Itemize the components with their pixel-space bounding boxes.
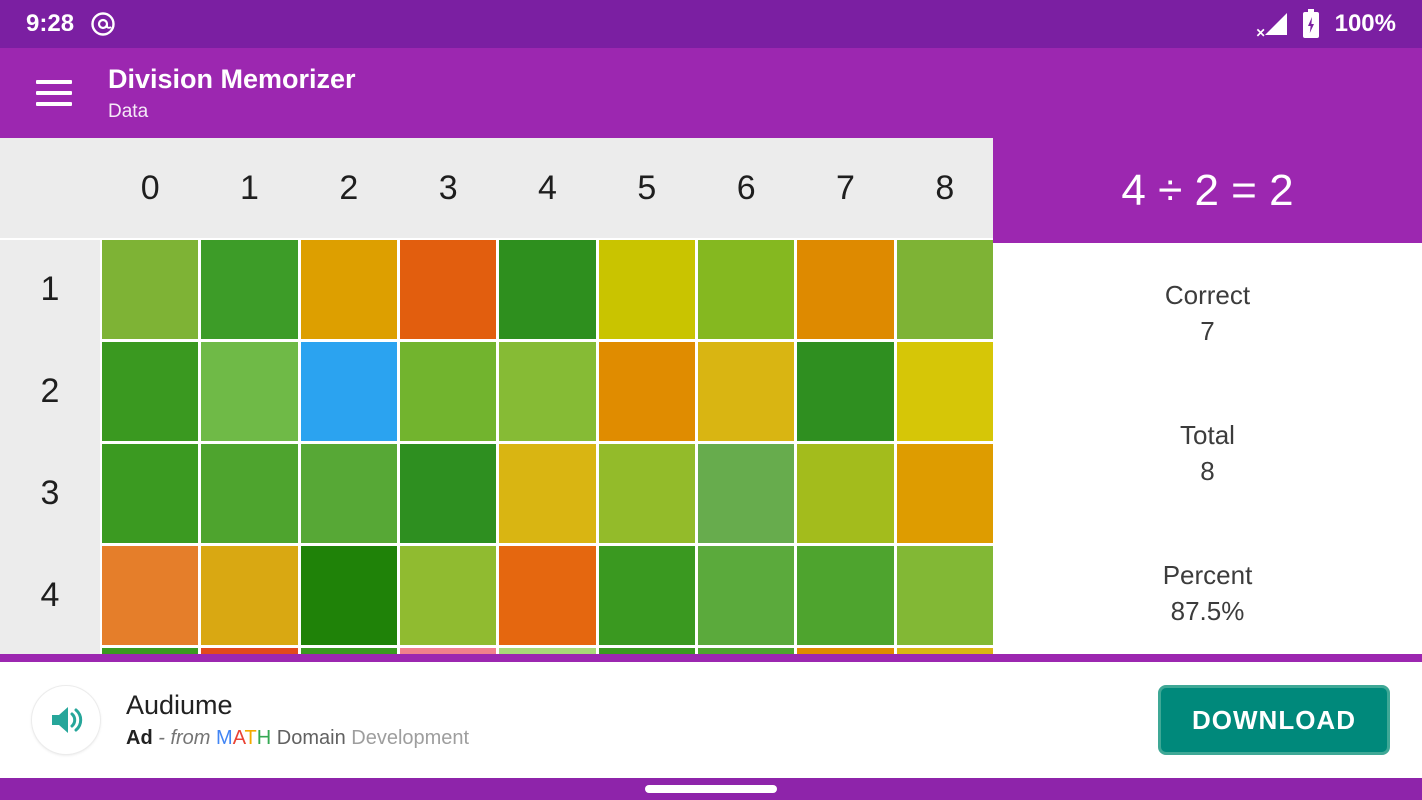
grid-cell[interactable] [698,240,795,339]
ad-brand-letter: M [216,727,233,749]
column-header-background [0,138,993,238]
grid-cell[interactable] [797,444,894,543]
grid-cell[interactable] [102,546,199,645]
ad-description: Ad - from MATH Domain Development [126,727,469,750]
grid-row-headers: 1 2 3 4 [0,240,100,645]
grid-cell[interactable] [201,342,298,441]
grid-cell[interactable] [698,444,795,543]
stats-list: Correct 7 Total 8 Percent 87.5% [993,243,1422,697]
app-bar: Division Memorizer Data [0,48,1422,138]
ad-app-icon[interactable] [32,686,100,754]
grid-col-headers: 0 1 2 3 4 5 6 7 8 [102,138,993,238]
equation-display: 4 ÷ 2 = 2 [993,138,1422,243]
result-panel: 4 ÷ 2 = 2 Correct 7 Total 8 Percent 87.5% [993,138,1422,654]
ad-tag: Ad [126,727,153,749]
grid-col-header: 3 [438,168,458,207]
stat-block: Percent 87.5% [1163,557,1253,629]
ad-from-text: - from [152,727,217,749]
grid-cell[interactable] [400,444,497,543]
navigation-bar [0,778,1422,800]
ad-brand-suffix2: Development [351,727,470,749]
grid-cell[interactable] [201,444,298,543]
grid-col-header: 5 [637,168,657,207]
ad-top-strip [0,654,1422,662]
stat-label: Percent [1162,560,1253,590]
no-internet-signal-icon: ✕ [1255,11,1287,40]
ad-brand: MATH [216,727,271,749]
battery-charging-icon [1302,9,1319,38]
grid-cell[interactable] [598,342,695,441]
grid-cell[interactable] [499,546,596,645]
stat-block: Correct 7 [1165,277,1250,349]
grid-cell[interactable] [598,444,695,543]
grid-cell[interactable] [896,240,993,339]
stat-block: Total 8 [1180,417,1235,489]
ad-brand-letter: A [232,727,245,749]
speaker-icon [52,707,83,733]
grid-cell[interactable] [300,444,397,543]
grid-row-header: 3 [40,474,60,512]
grid-cell[interactable] [896,444,993,543]
grid-cell[interactable] [698,546,795,645]
grid-row-header: 4 [40,576,60,614]
grid-col-header: 6 [736,168,756,207]
stat-value: 87.5% [1170,596,1245,626]
grid-col-header: 1 [240,168,259,207]
grid-cell[interactable] [400,240,497,339]
grid-row-header: 1 [40,270,60,308]
status-bar: 9:28 ✕ 100% [0,0,1422,48]
notification-icon [91,12,115,36]
grid-cell[interactable] [201,546,298,645]
gesture-handle[interactable] [645,785,777,793]
grid-row-header: 2 [40,372,60,410]
grid-col-header: 8 [935,168,955,207]
ad-banner[interactable]: Audiume Ad - from MATH Domain Developmen… [0,662,1422,778]
grid-cell[interactable] [797,342,894,441]
grid-cell[interactable] [102,240,199,339]
ad-brand-letter: T [244,727,257,749]
grid-cell[interactable] [797,546,894,645]
stat-value: 8 [1200,456,1215,486]
grid-cell[interactable] [499,444,596,543]
grid-cell[interactable] [300,546,397,645]
grid-col-header: 0 [140,168,160,207]
download-button[interactable]: DOWNLOAD [1158,685,1390,755]
battery-percent: 100% [1334,10,1396,37]
ad-app-name[interactable]: Audiume [126,690,233,720]
grid-cell[interactable] [102,342,199,441]
grid-cell[interactable] [797,240,894,339]
stat-label: Total [1180,420,1235,450]
ad-brand-letter: H [256,727,272,749]
grid-cell[interactable] [896,342,993,441]
grid-cell[interactable] [400,342,497,441]
status-time: 9:28 [26,10,75,37]
ad-brand-suffix: Domain [271,727,352,749]
grid-cell[interactable] [896,546,993,645]
main-content: 0 1 2 3 4 5 6 7 8 1 2 3 4 4 ÷ 2 = 2 Correct 7 Total 8 P… [0,138,1422,747]
stat-value: 7 [1200,316,1215,346]
menu-icon[interactable] [36,73,72,113]
grid-cell[interactable] [201,240,298,339]
grid-cell[interactable] [102,444,199,543]
grid-cell[interactable] [300,342,397,441]
signal-triangle [1264,13,1287,35]
grid-cell[interactable] [598,546,695,645]
grid-cell[interactable] [499,240,596,339]
grid-col-header: 7 [836,168,855,207]
grid-col-header: 2 [339,168,359,207]
stat-label: Correct [1164,280,1251,310]
signal-x-badge: ✕ [1255,26,1266,40]
page-subtitle: Data [108,100,149,122]
grid-cell[interactable] [300,240,397,339]
grid-cell[interactable] [698,342,795,441]
page-title: Division Memorizer [108,63,356,94]
grid-cell[interactable] [499,342,596,441]
grid-cell[interactable] [400,546,497,645]
grid-cell[interactable] [598,240,695,339]
grid-col-header: 4 [538,168,557,207]
row-header-background [0,240,100,654]
